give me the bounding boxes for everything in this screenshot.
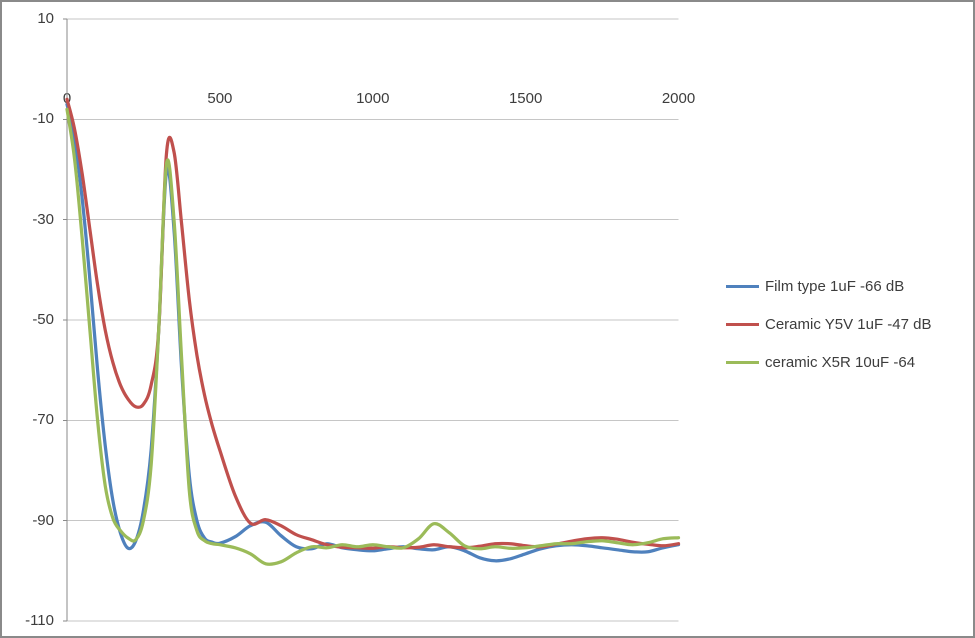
legend-label: Film type 1uF -66 dB [765,277,905,295]
legend-swatch [726,284,759,288]
legend-label: ceramic X5R 10uF -64 [765,353,916,371]
legend-item-ceramic-y5v: Ceramic Y5V 1uF -47 dB [726,315,931,333]
y-tick-label: -110 [25,612,54,629]
legend-swatch [726,360,759,364]
y-tick-label: -30 [32,210,54,228]
legend-item-ceramic-x5r: ceramic X5R 10uF -64 [726,353,915,371]
y-tick-label: -90 [32,511,54,529]
y-tick-label: -10 [32,110,54,128]
legend-label: Ceramic Y5V 1uF -47 dB [765,315,932,333]
y-tick-label: -70 [32,411,54,429]
legend-swatch [726,322,759,326]
y-tick-label: 10 [37,10,54,27]
y-tick-label: -50 [32,311,54,328]
legend-item-film: Film type 1uF -66 dB [726,277,904,295]
